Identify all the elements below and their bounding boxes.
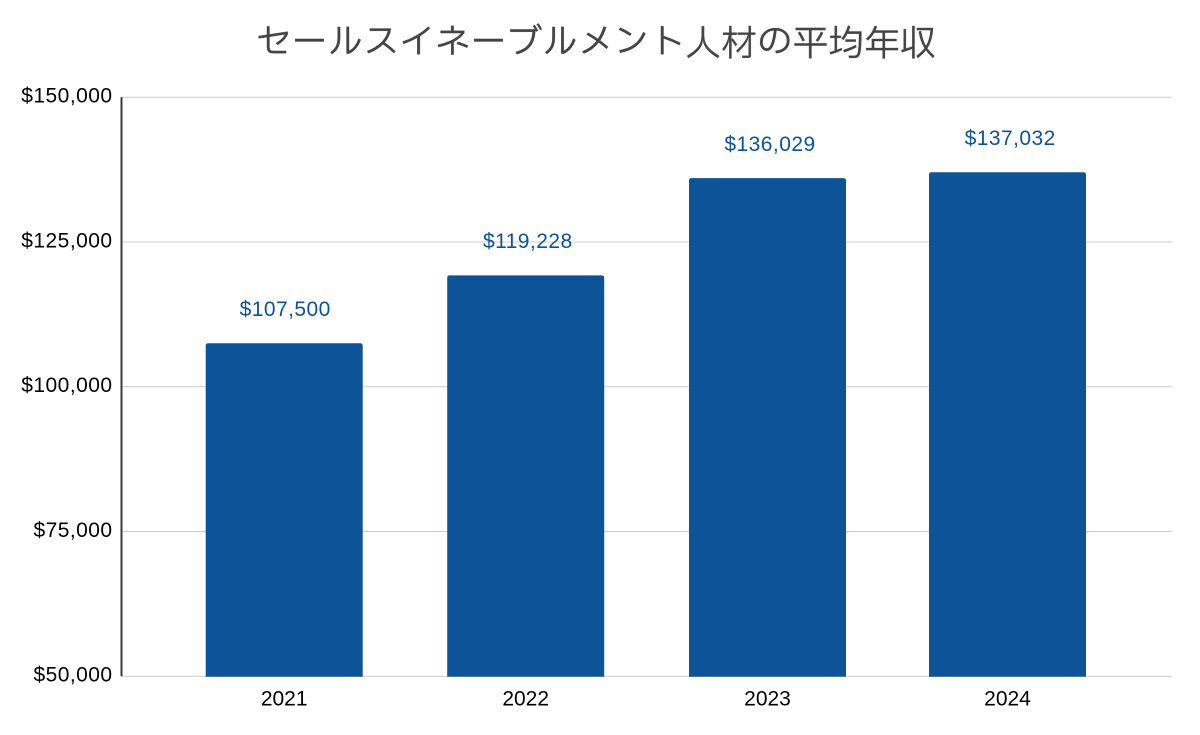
svg-text:2021: 2021	[261, 687, 308, 710]
svg-text:$137,032: $137,032	[965, 127, 1056, 150]
svg-text:$150,000: $150,000	[21, 85, 112, 108]
svg-text:$100,000: $100,000	[21, 374, 112, 397]
svg-text:2023: 2023	[744, 687, 791, 710]
svg-text:2024: 2024	[984, 687, 1031, 710]
svg-text:$136,029: $136,029	[724, 133, 815, 156]
svg-text:$107,500: $107,500	[240, 298, 331, 321]
svg-text:$50,000: $50,000	[33, 664, 112, 687]
svg-text:$125,000: $125,000	[21, 229, 112, 252]
svg-text:$119,228: $119,228	[483, 230, 573, 253]
svg-text:2022: 2022	[502, 687, 549, 710]
svg-text:$75,000: $75,000	[33, 519, 112, 542]
